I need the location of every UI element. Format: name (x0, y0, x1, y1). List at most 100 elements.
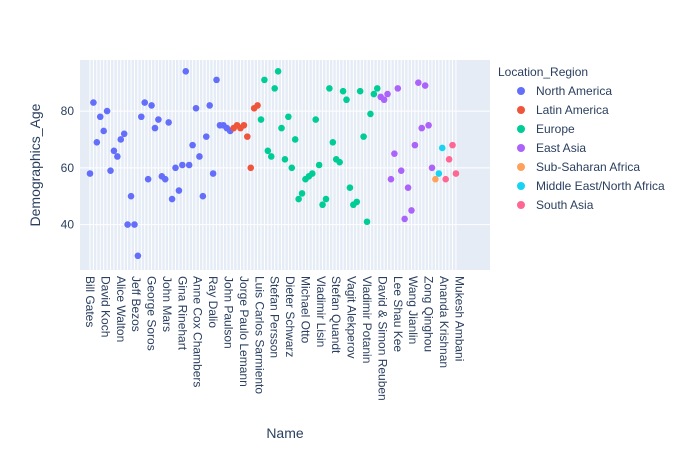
data-point[interactable] (93, 138, 101, 146)
data-point[interactable] (196, 153, 203, 160)
data-point[interactable] (298, 190, 306, 197)
data-point[interactable] (114, 153, 121, 160)
data-point[interactable] (202, 133, 210, 140)
data-point[interactable] (131, 221, 138, 228)
data-point[interactable] (370, 90, 378, 98)
data-point[interactable] (278, 124, 285, 132)
data-point[interactable] (267, 153, 275, 160)
data-point[interactable] (172, 164, 179, 172)
data-point[interactable] (401, 215, 408, 223)
data-point[interactable] (315, 161, 323, 169)
data-point[interactable] (373, 85, 381, 92)
data-point[interactable] (124, 221, 131, 228)
legend-item[interactable]: Europe (517, 122, 575, 136)
data-point[interactable] (261, 76, 268, 84)
data-point[interactable] (309, 170, 316, 177)
data-point[interactable] (168, 195, 176, 203)
data-point[interactable] (189, 141, 196, 149)
data-point[interactable] (397, 167, 405, 174)
data-point[interactable] (199, 192, 207, 200)
data-point[interactable] (428, 164, 436, 172)
data-point[interactable] (438, 144, 446, 152)
legend-item[interactable]: Middle East/North Africa (517, 179, 665, 193)
data-point[interactable] (452, 170, 460, 177)
data-point[interactable] (254, 102, 261, 109)
data-point[interactable] (144, 175, 152, 183)
data-point[interactable] (281, 156, 289, 163)
data-point[interactable] (360, 133, 367, 140)
data-point[interactable] (322, 195, 330, 203)
data-point[interactable] (206, 102, 213, 109)
data-point[interactable] (182, 68, 190, 75)
data-point[interactable] (432, 175, 439, 183)
data-point[interactable] (179, 161, 186, 169)
data-point[interactable] (288, 164, 296, 172)
data-point[interactable] (192, 104, 200, 112)
data-point[interactable] (404, 184, 412, 192)
data-point[interactable] (151, 124, 159, 132)
data-point[interactable] (367, 110, 374, 118)
data-point[interactable] (165, 119, 172, 126)
data-point[interactable] (449, 141, 456, 149)
data-point[interactable] (213, 76, 220, 84)
legend[interactable]: Location_Region North America Latin Ameri… (498, 65, 665, 212)
data-point[interactable] (155, 116, 162, 123)
data-point[interactable] (134, 252, 142, 260)
data-point[interactable] (185, 161, 193, 169)
data-point[interactable] (343, 96, 350, 104)
data-point[interactable] (394, 85, 402, 92)
data-point[interactable] (291, 136, 299, 143)
data-point[interactable] (418, 124, 426, 132)
legend-items[interactable]: North America Latin America Europe East Asi… (517, 84, 665, 212)
data-point[interactable] (271, 85, 278, 92)
data-point[interactable] (148, 102, 155, 109)
data-point[interactable] (117, 136, 125, 143)
data-point[interactable] (274, 68, 282, 75)
data-point[interactable] (86, 170, 94, 177)
data-point[interactable] (240, 121, 248, 129)
data-point[interactable] (285, 113, 292, 121)
data-point[interactable] (138, 113, 145, 121)
legend-item[interactable]: Sub-Saharan Africa (517, 160, 640, 174)
data-point[interactable] (442, 175, 449, 183)
legend-item[interactable]: East Asia (517, 141, 586, 155)
data-point[interactable] (415, 79, 422, 87)
data-point[interactable] (411, 141, 419, 149)
data-point[interactable] (161, 175, 169, 183)
data-point[interactable] (353, 198, 361, 206)
data-point[interactable] (326, 85, 333, 92)
data-point[interactable] (107, 167, 114, 174)
data-point[interactable] (244, 133, 251, 140)
data-point[interactable] (387, 175, 395, 183)
data-point[interactable] (356, 87, 364, 95)
data-point[interactable] (141, 99, 149, 106)
legend-item[interactable]: North America (517, 84, 612, 98)
data-point[interactable] (264, 147, 272, 155)
data-point[interactable] (90, 99, 97, 106)
legend-item[interactable]: Latin America (517, 103, 609, 117)
data-point[interactable] (175, 187, 183, 194)
data-point[interactable] (425, 121, 432, 129)
data-point[interactable] (384, 90, 391, 98)
data-point[interactable] (209, 170, 217, 177)
legend-item[interactable]: South Asia (517, 198, 594, 212)
data-point[interactable] (295, 195, 302, 203)
data-point[interactable] (329, 138, 337, 146)
data-point[interactable] (445, 156, 453, 163)
data-point[interactable] (247, 164, 255, 172)
data-point[interactable] (408, 207, 415, 214)
data-point[interactable] (339, 87, 347, 95)
data-point[interactable] (120, 130, 128, 138)
data-point[interactable] (257, 116, 265, 123)
data-point[interactable] (363, 218, 371, 226)
data-point[interactable] (391, 150, 398, 157)
data-point[interactable] (435, 170, 443, 177)
data-point[interactable] (110, 147, 118, 155)
data-point[interactable] (100, 127, 107, 135)
data-point[interactable] (96, 113, 104, 121)
data-point[interactable] (336, 158, 343, 166)
data-point[interactable] (346, 184, 354, 192)
data-point[interactable] (103, 107, 111, 115)
data-point[interactable] (380, 96, 388, 104)
data-point[interactable] (421, 82, 429, 89)
